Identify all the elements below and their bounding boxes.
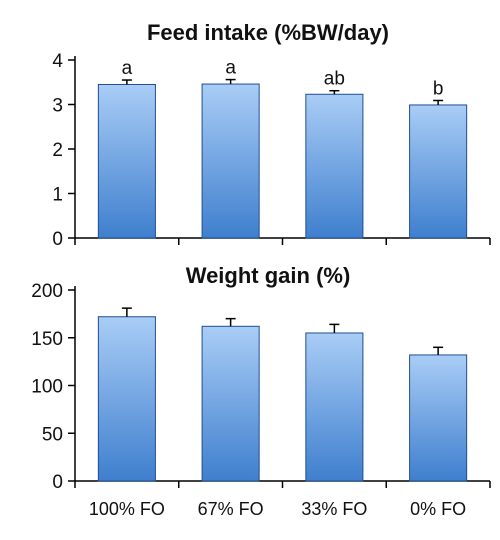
y-tick-label: 0	[52, 229, 63, 250]
y-tick-label: 1	[52, 185, 63, 206]
feed-intake-plot: 0 1 2 3 4 a a ab b	[52, 51, 491, 250]
bar-67-fo	[201, 83, 260, 239]
significance-label: b	[433, 78, 444, 99]
y-tick-label: 4	[52, 51, 63, 72]
y-tick-label: 0	[52, 472, 63, 493]
bar-33-fo	[305, 332, 364, 482]
bar-0-fo	[409, 354, 468, 482]
x-tick-label: 100% FO	[89, 499, 165, 519]
y-tick-label: 3	[52, 96, 63, 117]
weight-gain-panel: Weight gain (%) 0 50 100 150 200 100% FO 67% F…	[31, 263, 491, 519]
chart-title: Feed intake (%BW/day)	[147, 20, 389, 45]
bar-67-fo	[201, 325, 260, 482]
x-tick-label: 0% FO	[410, 499, 466, 519]
feed-intake-panel: Feed intake (%BW/day) 0 1 2 3 4 a a ab b	[52, 20, 491, 250]
y-tick-label: 2	[52, 140, 63, 161]
y-tick-label: 50	[42, 424, 63, 445]
bar-33-fo	[305, 93, 364, 239]
y-tick-label: 200	[31, 281, 63, 302]
chart-title: Weight gain (%)	[186, 263, 351, 288]
x-tick-label: 33% FO	[301, 499, 367, 519]
y-tick-label: 100	[31, 377, 63, 398]
y-tick-label: 150	[31, 329, 63, 350]
significance-label: a	[225, 58, 236, 79]
bar-0-fo	[409, 104, 468, 239]
weight-gain-plot: 0 50 100 150 200 100% FO 67% FO 33% FO 0% FO	[31, 281, 491, 519]
significance-label: ab	[324, 69, 345, 90]
significance-label: a	[122, 58, 133, 79]
bar-100-fo	[97, 316, 156, 482]
x-tick-label: 67% FO	[198, 499, 264, 519]
bar-100-fo	[97, 83, 156, 239]
